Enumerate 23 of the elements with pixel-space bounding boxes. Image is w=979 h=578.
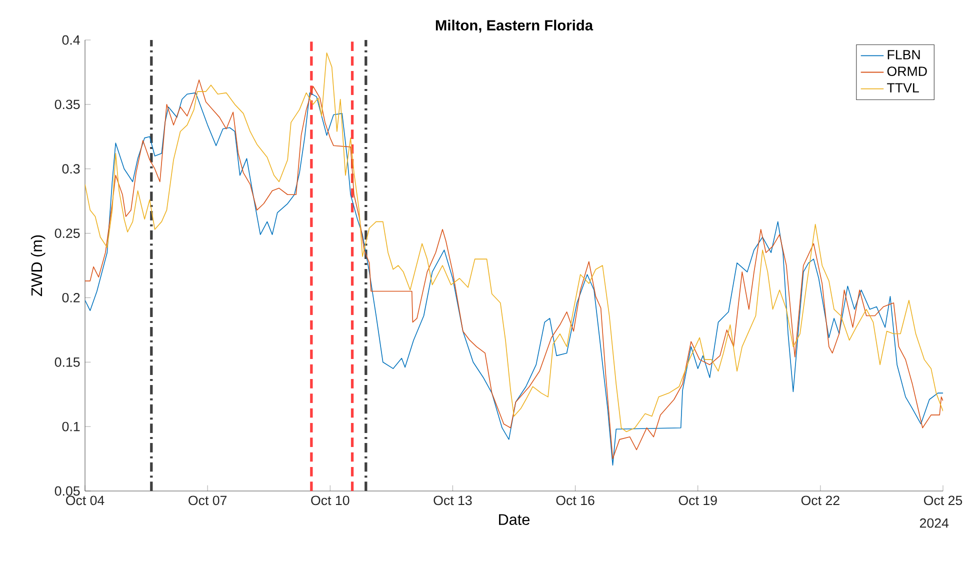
text: 2024 (920, 518, 949, 528)
y-tick-label: 0.15 (54, 357, 80, 367)
x-tick-label: Oct 19 (678, 496, 717, 506)
legend-label: FLBN (888, 50, 920, 60)
y-tick-label: 0.3 (62, 164, 80, 174)
y-tick-label: 0.05 (54, 486, 80, 496)
y-tick-label: 0.2 (62, 292, 80, 302)
x-tick-label: Oct 07 (188, 496, 227, 506)
y-axis-title: ZWD (m) (30, 235, 46, 296)
x-tick-label: Oct 22 (801, 496, 840, 506)
y-tick-label: 0.1 (62, 422, 80, 432)
x-tick-label: Oct 10 (311, 496, 350, 506)
y-tick-label: 0.35 (54, 100, 80, 110)
x-tick-label: Oct 25 (924, 496, 962, 506)
x-tick-label: Oct 04 (66, 496, 104, 506)
legend-label: TTVL (887, 83, 919, 92)
x-tick-label: Oct 16 (556, 496, 594, 506)
y-tick-label: 0.25 (54, 228, 80, 238)
x-axis-title: Date (499, 514, 530, 525)
y-tick-label: 0.4 (62, 35, 80, 45)
x-tick-label: Oct 13 (434, 496, 472, 506)
legend-label: ORMD (887, 66, 927, 76)
chart-title: Milton, Eastern Florida (436, 20, 594, 33)
